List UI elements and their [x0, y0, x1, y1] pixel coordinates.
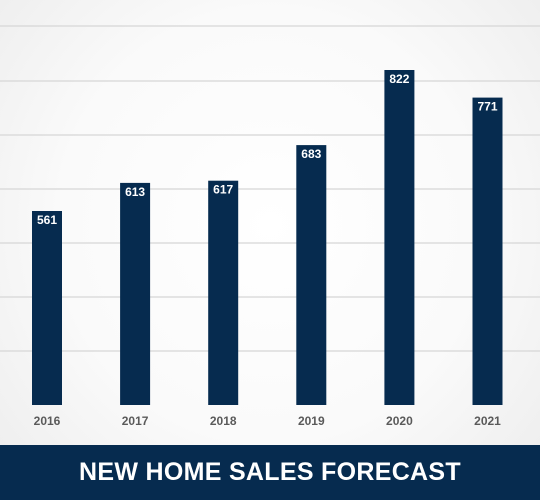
- bar-2021: [472, 97, 503, 405]
- x-tick-2016: 2016: [34, 414, 61, 428]
- bar-2019: [296, 145, 327, 405]
- data-labels: 561 613 617 683 822 771: [37, 72, 498, 227]
- x-tick-2020: 2020: [386, 414, 413, 428]
- x-tick-2018: 2018: [210, 414, 237, 428]
- bar-2018: [208, 180, 239, 405]
- data-label-2021: 771: [477, 100, 497, 114]
- data-label-2017: 613: [125, 185, 145, 199]
- bar-2016: [32, 211, 62, 405]
- chart-title: NEW HOME SALES FORECAST: [79, 458, 461, 486]
- x-tick-2021: 2021: [474, 414, 501, 428]
- x-axis-ticks: 2016 2017 2018 2019 2020 2021: [34, 414, 502, 428]
- x-tick-2019: 2019: [298, 414, 325, 428]
- grid-lines: [0, 25, 540, 352]
- x-tick-2017: 2017: [122, 414, 149, 428]
- data-label-2016: 561: [37, 213, 57, 227]
- data-label-2020: 822: [389, 72, 409, 86]
- bar-2020: [384, 70, 415, 405]
- bars: [32, 70, 503, 405]
- data-label-2019: 683: [301, 147, 321, 161]
- data-label-2018: 617: [213, 183, 233, 197]
- bar-2017: [120, 182, 151, 405]
- title-banner: NEW HOME SALES FORECAST: [0, 445, 540, 500]
